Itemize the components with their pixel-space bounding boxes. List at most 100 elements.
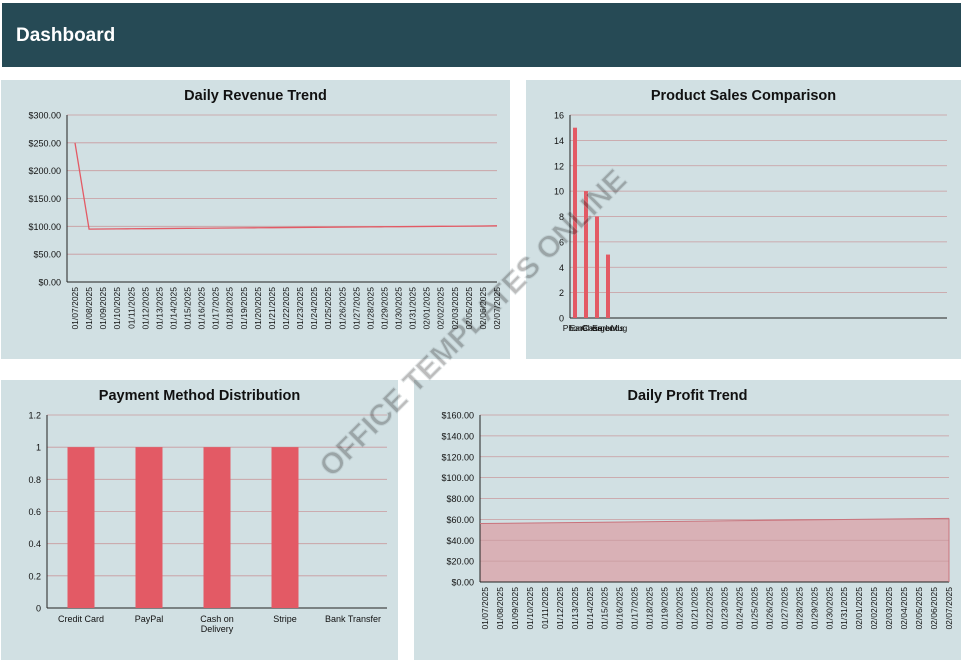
x-tick-label: 01/12/2025 [140,287,150,330]
x-tick-label: 01/13/2025 [570,587,580,630]
x-tick-label: 01/17/2025 [211,287,221,330]
profit-chart-panel: Daily Profit Trend $0.00 $20.00 $40.00 $60.… [414,380,961,660]
x-tick-label: 01/14/2025 [168,287,178,330]
payment-bar [67,447,95,608]
y-tick-label: 0.2 [28,571,41,581]
x-tick-label: 01/12/2025 [555,587,565,630]
x-tick-label: 01/29/2025 [809,587,819,630]
y-tick-label: 2 [559,288,564,298]
y-tick-label: 8 [559,212,564,222]
x-tick-label: 01/07/2025 [480,587,490,630]
x-tick-label: 01/27/2025 [779,587,789,630]
product-sales-bar-chart: 0 2 4 6 8 10 12 14 16 PhoneEarCaseChargerEarbudsM… [554,111,947,333]
x-tick-label: 01/26/2025 [764,587,774,630]
y-tick-label: $120.00 [441,452,474,462]
profit-area-chart: $0.00 $20.00 $40.00 $60.00 $80.00 $100.00 $120… [441,411,954,630]
x-tick-label: 02/07/2025 [492,287,502,330]
x-tick-label: 01/31/2025 [839,587,849,630]
x-tick-label: 01/07/2025 [70,287,80,330]
x-tick-label: Delivery [201,624,234,634]
profit-area-fill [480,518,949,582]
chart-title: Daily Revenue Trend [184,88,327,104]
revenue-series-line [74,142,498,230]
y-tick-label: 12 [554,161,564,171]
x-tick-label: 02/06/2025 [929,587,939,630]
chart-title: Payment Method Distribution [98,388,301,404]
x-tick-label: 01/09/2025 [98,287,108,330]
y-tick-label: $160.00 [441,411,474,421]
y-tick-label: $200.00 [28,166,61,176]
y-tick-label: 0 [36,604,41,614]
x-tick-label: 01/10/2025 [525,587,535,630]
x-tick-label: 02/04/2025 [899,587,909,630]
x-tick-label: 01/20/2025 [675,587,685,630]
x-tick-label: Stripe [273,614,297,624]
x-tick-label: 02/01/2025 [422,287,432,330]
x-tick-label: Mug [611,323,628,333]
x-tick-label: 01/19/2025 [660,587,670,630]
x-tick-label: 02/07/2025 [944,587,954,630]
x-tick-label: 01/08/2025 [495,587,505,630]
x-tick-label: 01/22/2025 [281,287,291,330]
x-tick-label: 01/25/2025 [323,287,333,330]
y-tick-label: $250.00 [28,138,61,148]
profit-series-line [479,517,950,525]
y-tick-label: 0.6 [28,507,41,517]
x-tick-label: 01/30/2025 [394,287,404,330]
x-tick-label: 02/03/2025 [450,287,460,330]
payment-method-chart-panel: Payment Method Distribution 0 0.2 0.4 0.6 0.… [1,380,398,660]
y-tick-label: $40.00 [446,536,474,546]
x-tick-label: 01/21/2025 [267,287,277,330]
x-tick-label: 02/03/2025 [884,587,894,630]
y-tick-label: $80.00 [446,494,474,504]
x-tick-label: 01/18/2025 [225,287,235,330]
x-tick-label: 01/17/2025 [630,587,640,630]
chart-title: Product Sales Comparison [650,88,837,104]
x-tick-label: 02/05/2025 [464,287,474,330]
x-tick-label: 01/15/2025 [183,287,193,330]
y-tick-label: $20.00 [446,557,474,567]
revenue-chart-panel: Daily Revenue Trend $0.00 $50.00 $100.00 $1… [1,80,510,359]
y-tick-label: 16 [554,111,564,121]
y-tick-label: 1 [36,443,41,453]
x-tick-label: Earbuds [592,323,624,333]
x-tick-label: 01/08/2025 [84,287,94,330]
x-tick-label: Credit Card [58,614,104,624]
revenue-line-chart: $0.00 $50.00 $100.00 $150.00 $200.00 $250.00 $… [28,111,502,330]
x-tick-label: 01/31/2025 [408,287,418,330]
y-tick-label: 4 [559,263,564,273]
x-tick-label: EarCase [569,323,602,333]
y-tick-label: $150.00 [28,194,61,204]
x-tick-label: 01/28/2025 [794,587,804,630]
y-tick-label: $50.00 [33,250,61,260]
x-tick-label: 01/19/2025 [239,287,249,330]
x-tick-label: 02/02/2025 [869,587,879,630]
y-tick-label: 10 [554,187,564,197]
x-tick-label: 01/23/2025 [295,287,305,330]
product-bar [573,127,577,318]
x-tick-label: 01/11/2025 [126,287,136,329]
x-tick-label: Cash on [200,614,234,624]
x-tick-label: 01/27/2025 [351,287,361,330]
page-title: Dashboard [16,25,116,46]
x-tick-label: PayPal [135,614,164,624]
product-bar [584,191,588,318]
x-tick-label: 01/25/2025 [749,587,759,630]
x-tick-label: 02/01/2025 [854,587,864,630]
product-bar [606,254,610,318]
y-tick-label: $140.00 [441,431,474,441]
x-tick-label: 01/15/2025 [600,587,610,630]
x-tick-label: 01/23/2025 [719,587,729,630]
y-tick-label: $100.00 [441,473,474,483]
x-tick-label: 01/14/2025 [585,587,595,630]
x-tick-label: 02/02/2025 [436,287,446,330]
x-tick-label: 01/21/2025 [690,587,700,630]
x-tick-label: Bank Transfer [325,614,381,624]
x-tick-label: 01/26/2025 [337,287,347,330]
x-tick-label: 02/05/2025 [914,587,924,630]
y-tick-label: $0.00 [451,578,474,588]
y-tick-label: $300.00 [28,111,61,121]
x-tick-label: 01/30/2025 [824,587,834,630]
x-tick-label: 01/16/2025 [615,587,625,630]
x-tick-label: 01/18/2025 [645,587,655,630]
